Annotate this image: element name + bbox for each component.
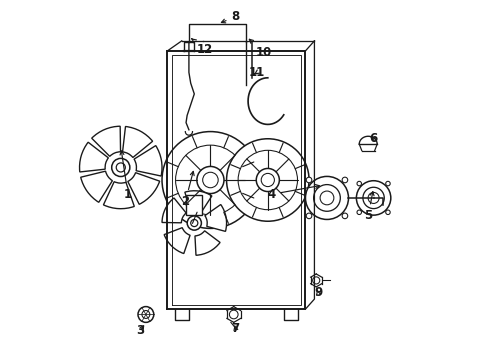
Circle shape — [261, 174, 274, 186]
Circle shape — [342, 213, 347, 219]
Text: 4: 4 — [267, 185, 319, 201]
Text: 5: 5 — [364, 192, 373, 222]
Circle shape — [190, 220, 198, 226]
Wedge shape — [195, 231, 220, 255]
Circle shape — [116, 163, 125, 172]
Circle shape — [229, 310, 238, 319]
Circle shape — [305, 213, 311, 219]
Wedge shape — [122, 126, 152, 157]
Wedge shape — [184, 191, 211, 212]
Circle shape — [385, 210, 389, 215]
Text: 9: 9 — [313, 287, 322, 300]
Circle shape — [356, 210, 361, 215]
Circle shape — [312, 277, 319, 284]
Circle shape — [367, 193, 378, 203]
Text: 12: 12 — [191, 39, 213, 55]
Wedge shape — [204, 204, 226, 231]
Wedge shape — [92, 126, 121, 156]
Circle shape — [202, 172, 218, 188]
Text: 6: 6 — [369, 132, 377, 145]
Circle shape — [111, 158, 130, 176]
Text: 1: 1 — [120, 151, 132, 201]
Circle shape — [320, 191, 333, 205]
Text: 11: 11 — [248, 66, 264, 79]
Text: 2: 2 — [181, 171, 194, 208]
Circle shape — [187, 216, 201, 230]
Circle shape — [385, 181, 389, 186]
Wedge shape — [80, 142, 108, 172]
Text: 8: 8 — [221, 10, 239, 23]
Circle shape — [197, 166, 224, 194]
Wedge shape — [162, 198, 186, 223]
Wedge shape — [134, 145, 162, 176]
Circle shape — [138, 307, 153, 322]
Circle shape — [162, 132, 258, 228]
Circle shape — [305, 176, 348, 220]
Circle shape — [305, 177, 311, 183]
Wedge shape — [103, 182, 134, 209]
Circle shape — [142, 311, 149, 319]
FancyBboxPatch shape — [186, 195, 202, 215]
Wedge shape — [127, 173, 160, 204]
Circle shape — [256, 168, 279, 192]
Circle shape — [356, 181, 390, 215]
Text: 3: 3 — [136, 324, 144, 337]
Circle shape — [226, 139, 308, 221]
Circle shape — [313, 185, 340, 211]
Wedge shape — [81, 171, 112, 202]
Text: 7: 7 — [231, 322, 239, 335]
Text: 10: 10 — [249, 39, 272, 59]
Circle shape — [362, 187, 384, 208]
Circle shape — [356, 181, 361, 186]
Wedge shape — [164, 228, 190, 253]
Circle shape — [342, 177, 347, 183]
